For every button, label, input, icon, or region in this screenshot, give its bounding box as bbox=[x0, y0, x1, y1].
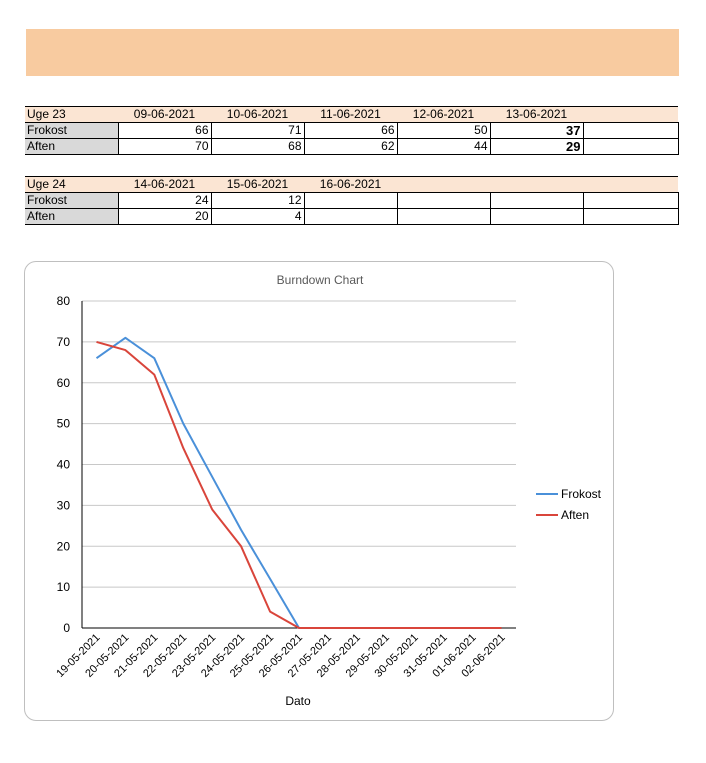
week-24-table: Uge 24 14-06-2021 15-06-2021 16-06-2021 … bbox=[25, 176, 679, 225]
table-cell[interactable]: 4 bbox=[210, 208, 305, 225]
table-cell[interactable]: 50 bbox=[396, 122, 491, 139]
series-lines bbox=[95, 336, 502, 629]
date-header[interactable] bbox=[490, 176, 583, 193]
table-cell[interactable]: 66 bbox=[303, 122, 398, 139]
table-cell[interactable]: 37 bbox=[489, 122, 584, 139]
y-tick-label: 10 bbox=[57, 580, 71, 594]
y-tick-label: 60 bbox=[57, 376, 71, 390]
table-cell[interactable] bbox=[396, 192, 491, 209]
table-row: Aften 20 4 bbox=[25, 208, 679, 225]
table-cell[interactable]: 29 bbox=[489, 138, 584, 155]
table-cell[interactable] bbox=[582, 138, 679, 155]
y-tick-label: 20 bbox=[57, 539, 71, 553]
row-label[interactable]: Aften bbox=[25, 138, 119, 155]
date-header[interactable]: 16-06-2021 bbox=[304, 176, 397, 193]
y-tick-label: 50 bbox=[57, 417, 71, 431]
table-cell[interactable]: 12 bbox=[210, 192, 305, 209]
header-banner bbox=[26, 29, 679, 76]
table-row: Frokost 66 71 66 50 37 bbox=[25, 122, 679, 139]
date-header[interactable]: 10-06-2021 bbox=[211, 106, 304, 123]
week-label: Uge 23 bbox=[25, 106, 118, 123]
table-cell[interactable] bbox=[303, 208, 398, 225]
table-row: Aften 70 68 62 44 29 bbox=[25, 138, 679, 155]
chart-title: Burndown Chart bbox=[277, 273, 364, 287]
table-cell[interactable] bbox=[582, 192, 679, 209]
table-cell[interactable]: 44 bbox=[396, 138, 491, 155]
row-label[interactable]: Frokost bbox=[25, 192, 119, 209]
y-axis: 0 10 20 30 40 50 60 70 80 bbox=[57, 294, 83, 635]
table-cell[interactable]: 24 bbox=[117, 192, 212, 209]
week-23-table: Uge 23 09-06-2021 10-06-2021 11-06-2021 … bbox=[25, 106, 679, 155]
row-label[interactable]: Frokost bbox=[25, 122, 119, 139]
y-tick-label: 30 bbox=[57, 498, 71, 512]
table-row: Frokost 24 12 bbox=[25, 192, 679, 209]
date-header[interactable] bbox=[583, 106, 678, 123]
table-cell[interactable] bbox=[303, 192, 398, 209]
week-23-header-row: Uge 23 09-06-2021 10-06-2021 11-06-2021 … bbox=[25, 106, 678, 123]
table-cell[interactable] bbox=[396, 208, 491, 225]
row-label[interactable]: Aften bbox=[25, 208, 119, 225]
week-label: Uge 24 bbox=[25, 176, 118, 193]
table-cell[interactable] bbox=[582, 122, 679, 139]
table-cell[interactable] bbox=[582, 208, 679, 225]
date-header[interactable]: 13-06-2021 bbox=[490, 106, 583, 123]
date-header[interactable] bbox=[397, 176, 490, 193]
burndown-chart: Burndown Chart 0 10 20 30 40 50 60 70 80 19-05-2… bbox=[54, 273, 602, 708]
date-header[interactable] bbox=[583, 176, 678, 193]
date-header[interactable]: 15-06-2021 bbox=[211, 176, 304, 193]
x-axis-title: Dato bbox=[285, 694, 311, 708]
date-header[interactable]: 11-06-2021 bbox=[304, 106, 397, 123]
table-cell[interactable]: 62 bbox=[303, 138, 398, 155]
x-axis: 19-05-202120-05-202121-05-202122-05-2021… bbox=[54, 627, 516, 680]
y-tick-label: 0 bbox=[63, 621, 70, 635]
date-header[interactable]: 14-06-2021 bbox=[118, 176, 211, 193]
legend: Frokost Aften bbox=[536, 487, 602, 522]
y-tick-label: 80 bbox=[57, 294, 71, 308]
legend-label: Frokost bbox=[561, 487, 602, 501]
table-cell[interactable]: 68 bbox=[210, 138, 305, 155]
series-line-aften bbox=[96, 340, 502, 629]
y-tick-label: 40 bbox=[57, 458, 71, 472]
week-24-header-row: Uge 24 14-06-2021 15-06-2021 16-06-2021 bbox=[25, 176, 678, 193]
table-cell[interactable]: 70 bbox=[117, 138, 212, 155]
table-cell[interactable]: 66 bbox=[117, 122, 212, 139]
table-cell[interactable]: 20 bbox=[117, 208, 212, 225]
gridlines bbox=[82, 300, 516, 588]
table-cell[interactable] bbox=[489, 208, 584, 225]
legend-label: Aften bbox=[561, 508, 589, 522]
table-cell[interactable] bbox=[489, 192, 584, 209]
date-header[interactable]: 09-06-2021 bbox=[118, 106, 211, 123]
date-header[interactable]: 12-06-2021 bbox=[397, 106, 490, 123]
burndown-chart-frame[interactable]: Burndown Chart 0 10 20 30 40 50 60 70 80 19-05-2… bbox=[24, 261, 614, 721]
table-cell[interactable]: 71 bbox=[210, 122, 305, 139]
y-tick-label: 70 bbox=[57, 335, 71, 349]
